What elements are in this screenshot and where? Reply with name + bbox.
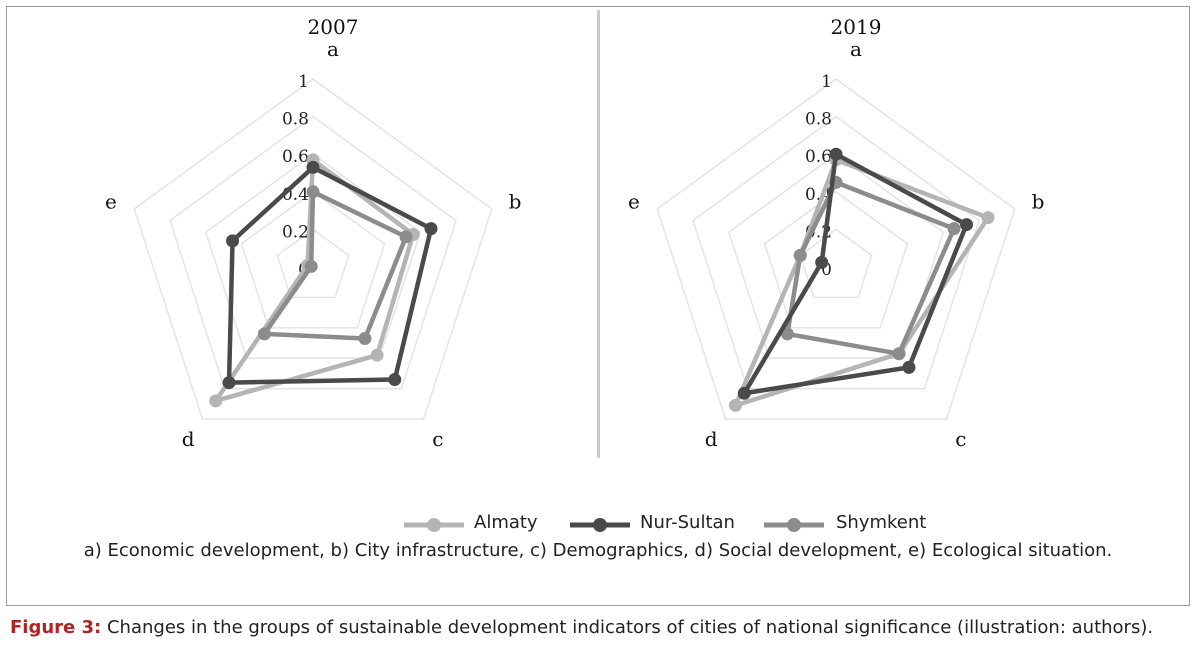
data-point-nur-sultan-a [829,147,843,161]
axis-label-d: d [705,427,718,451]
axis-label-a: a [327,37,339,61]
data-point-shymkent-b [947,222,961,236]
axis-label-b: b [1032,189,1045,213]
data-point-nur-sultan-d [222,376,236,390]
tick-label-0.8: 0.8 [805,110,832,130]
data-point-shymkent-c [892,347,906,361]
data-point-shymkent-b [399,230,413,244]
grid-ring-1 [656,78,1016,420]
panel-divider [597,10,600,458]
chart-title: 2007 [308,15,359,39]
grid-ring-0.4 [240,190,386,329]
chart-title: 2019 [831,15,882,39]
data-point-nur-sultan-d [737,386,751,400]
series-line-shymkent [262,189,409,341]
grid-ring-0.2 [799,228,873,299]
legend-swatch-nur-sultan [570,518,630,532]
grid-ring-1 [133,78,493,420]
figure-caption-label: Figure 3: [10,617,102,638]
tick-label-1: 1 [298,72,309,92]
series-line-nur-sultan [742,151,969,396]
axis-label-a: a [850,37,862,61]
tick-label-0.8: 0.8 [282,110,309,130]
series-line-almaty [213,157,416,404]
legend-label-almaty: Almaty [474,512,538,533]
tick-label-0.6: 0.6 [282,147,309,167]
legend-label-shymkent: Shymkent [836,512,927,533]
grid-ring-0.2 [276,228,350,299]
data-point-almaty-d [728,398,742,412]
legend-label-nur-sultan: Nur-Sultan [640,512,735,533]
data-point-shymkent-e [793,248,807,262]
data-point-shymkent-d [780,327,794,341]
axis-label-c: c [432,427,443,451]
figure-caption-text: Changes in the groups of sustainable dev… [101,617,1154,638]
grid-ring-0.4 [763,190,909,329]
figure-frame [6,6,1190,606]
grid-ring-0.6 [204,153,422,359]
tick-label-1: 1 [821,72,832,92]
axis-label-b: b [509,189,522,213]
data-point-almaty-b [981,211,995,225]
axis-label-c: c [955,427,966,451]
data-point-nur-sultan-c [388,373,402,387]
data-point-shymkent-d [257,327,271,341]
legend-swatch-almaty [404,518,464,532]
data-point-nur-sultan-e [226,234,240,248]
data-point-nur-sultan-b [424,222,438,236]
tick-label-0.6: 0.6 [805,147,832,167]
data-point-shymkent-e [304,259,318,273]
axis-label-d: d [182,427,195,451]
data-point-nur-sultan-a [306,160,320,174]
legend-swatch-shymkent [764,518,824,532]
data-point-almaty-c [370,348,384,362]
data-point-almaty-d [209,394,223,408]
series-line-shymkent [785,180,957,356]
figure-caption: Figure 3: Changes in the groups of susta… [10,617,1153,638]
data-point-nur-sultan-b [960,218,974,232]
data-point-nur-sultan-e [815,255,829,269]
data-point-shymkent-a [306,185,320,199]
axis-label-e: e [105,189,117,213]
series-line-almaty [733,157,991,408]
axis-legend-caption: a) Economic development, b) City infrast… [83,540,1113,561]
grid-ring-0.8 [169,115,457,390]
axis-label-e: e [628,189,640,213]
data-point-shymkent-c [358,331,372,345]
tick-label-0: 0 [821,260,832,280]
legend: Almaty Nur-Sultan Shymkent [402,511,962,539]
data-point-nur-sultan-c [902,360,916,374]
tick-label-0.2: 0.2 [282,222,309,242]
series-line-nur-sultan [226,165,434,385]
